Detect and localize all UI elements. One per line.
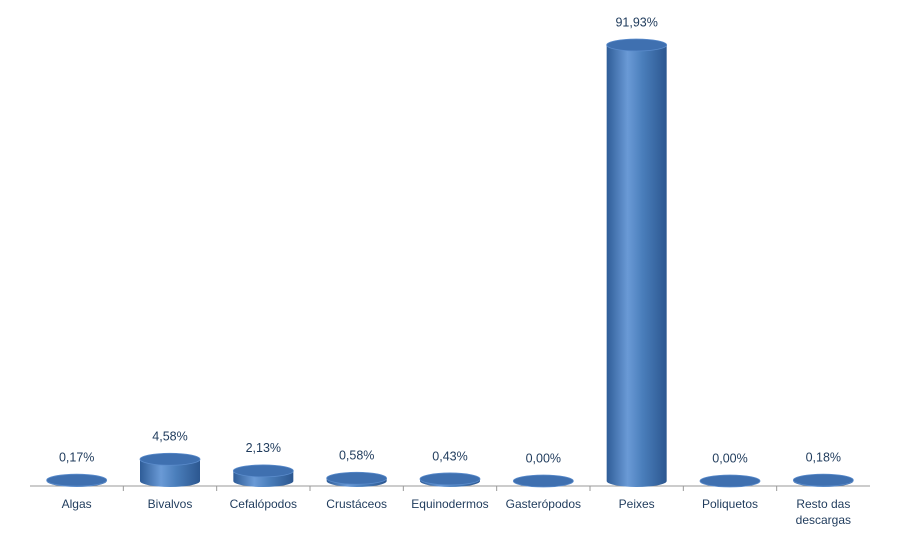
value-label: 91,93% [615,15,657,29]
value-label: 0,17% [59,450,94,464]
x-tick-label: Gasterópodos [505,497,582,511]
bar [512,474,574,488]
bar-top [606,38,668,52]
value-label: 0,18% [806,450,841,464]
bar-top [419,472,481,486]
bar [699,474,761,488]
value-label: 4,58% [152,430,187,444]
value-label: 0,43% [432,449,467,463]
x-tick-label: Poliquetos [701,497,759,511]
bar [139,452,201,487]
bar [792,473,854,488]
bar-top [512,474,574,488]
bar-top [232,464,294,478]
value-label: 0,00% [712,451,747,465]
x-tick-label: Peixes [618,497,655,511]
bar-top [46,473,108,487]
value-label: 0,58% [339,449,374,463]
bar-top [139,452,201,466]
x-tick-label: Equinodermos [411,497,489,511]
x-tick-label: Resto das descargas [795,497,852,527]
bar [326,471,388,488]
bar [606,38,668,488]
bar-body [140,459,200,487]
bar-body [606,45,667,488]
bar [419,472,481,487]
bar-top [326,471,388,485]
value-label: 0,00% [526,451,561,465]
bar [232,464,294,487]
bar-top [699,474,761,488]
bar-top [792,473,854,487]
value-label: 2,13% [246,441,281,455]
x-tick-label: Cefalópodos [229,497,298,511]
x-tick-label: Bivalvos [147,497,193,511]
bar [46,473,108,487]
x-tick-label: Algas [61,497,92,511]
x-tick-label: Crustáceos [326,497,387,511]
